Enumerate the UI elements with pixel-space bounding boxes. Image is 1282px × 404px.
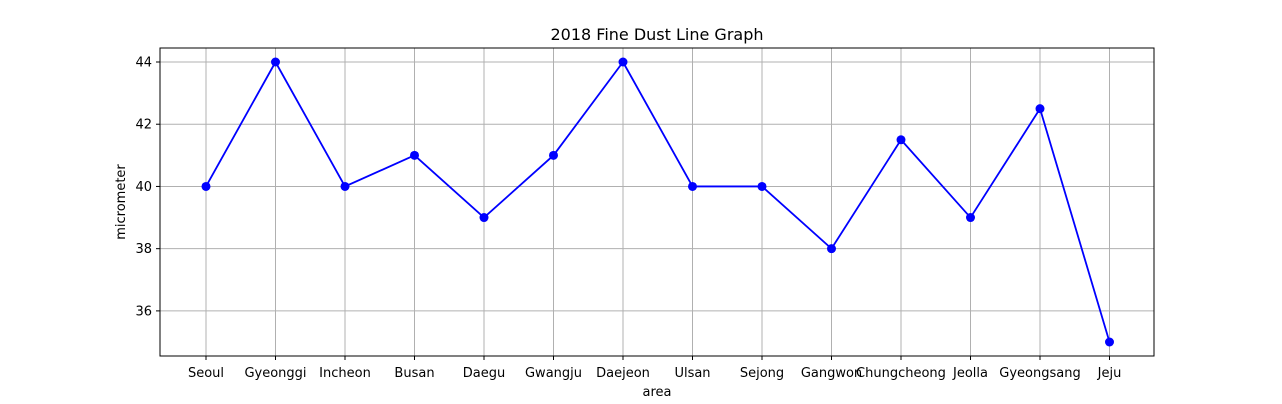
x-tick-label: Jeju [1097,366,1122,381]
y-tick-label: 42 [135,118,152,133]
data-point [618,57,628,67]
x-tick-label: Daejeon [596,366,650,381]
data-point [479,213,489,223]
data-point [827,244,836,254]
data-point [410,150,419,160]
data-point [896,135,906,145]
x-tick-label: Chungcheong [856,366,946,381]
data-point [757,181,767,191]
data-point [966,213,975,223]
data-point [1105,337,1114,347]
y-axis-label: micrometer [114,164,129,240]
data-point [271,57,280,67]
plot-frame [159,47,1155,357]
y-tick-label: 44 [135,56,152,71]
x-tick-label: Incheon [319,366,371,381]
data-point [340,181,350,191]
x-tick-label: Gyeonggi [244,366,306,381]
series-line [205,60,1111,343]
data-point [201,181,211,191]
x-tick-label: Seoul [188,366,224,381]
y-tick-label: 36 [135,304,152,319]
x-axis-label: area [643,385,672,400]
chart-title: 2018 Fine Dust Line Graph [550,25,763,44]
series-layer [201,57,1114,347]
x-tick-label: Daegu [463,366,505,381]
tick-layer: Seoul Gyeonggi Incheon Busan Daegu Gwangju Dae… [135,56,1121,382]
x-tick-label: Gwangju [525,366,582,381]
data-point [688,181,697,191]
grid-layer [160,48,1154,356]
x-tick-label: Gangwon [801,366,862,381]
y-tick-label: 38 [135,242,152,257]
x-tick-label: Ulsan [674,366,710,381]
y-tick-label: 40 [135,180,152,195]
data-point [1035,104,1045,114]
x-tick-label: Gyeongsang [999,366,1080,381]
x-tick-label: Busan [394,366,434,381]
x-tick-label: Sejong [740,366,784,381]
x-tick-label: Jeolla [952,366,988,381]
data-point [549,150,558,160]
